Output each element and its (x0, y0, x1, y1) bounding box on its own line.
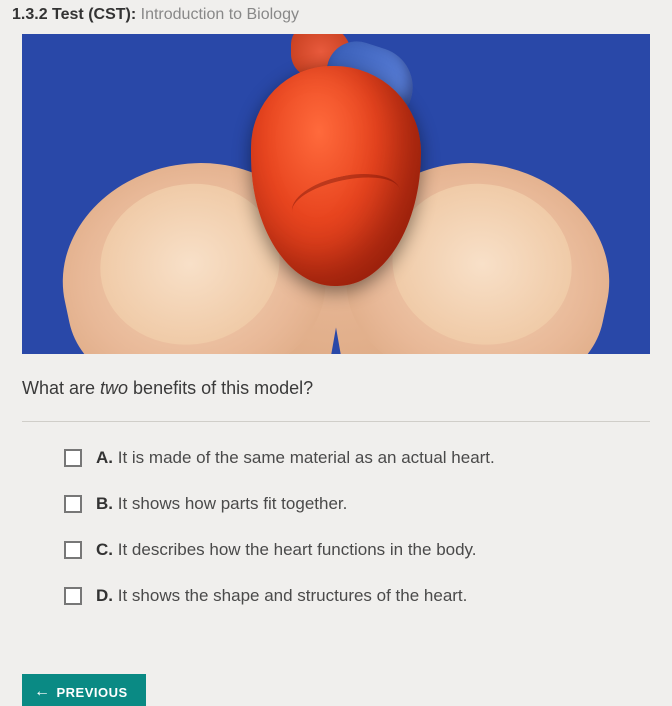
options-list: A. It is made of the same material as an… (0, 422, 672, 642)
section-number: 1.3.2 (12, 6, 48, 23)
checkbox-b[interactable] (64, 495, 82, 513)
previous-label: PREVIOUS (57, 685, 128, 700)
footer-nav: ← PREVIOUS (22, 674, 146, 706)
question-image (22, 34, 650, 354)
checkbox-a[interactable] (64, 449, 82, 467)
test-header: 1.3.2 Test (CST): Introduction to Biolog… (0, 0, 672, 30)
option-letter: A. (96, 448, 113, 467)
option-text: It shows how parts fit together. (118, 494, 348, 513)
test-label: Test (CST): (52, 6, 136, 23)
test-title: Introduction to Biology (141, 6, 299, 23)
question-prefix: What are (22, 378, 100, 398)
option-text: It describes how the heart functions in … (118, 540, 477, 559)
option-text: It shows the shape and structures of the… (118, 586, 468, 605)
checkbox-c[interactable] (64, 541, 82, 559)
option-a: A. It is made of the same material as an… (64, 448, 650, 468)
option-letter: C. (96, 540, 113, 559)
option-letter: B. (96, 494, 113, 513)
arrow-left-icon: ← (34, 684, 51, 700)
option-b: B. It shows how parts fit together. (64, 494, 650, 514)
previous-button[interactable]: ← PREVIOUS (22, 674, 146, 706)
option-c: C. It describes how the heart functions … (64, 540, 650, 560)
question-text: What are two benefits of this model? (0, 372, 672, 421)
checkbox-d[interactable] (64, 587, 82, 605)
question-emphasis: two (100, 378, 128, 398)
option-text: It is made of the same material as an ac… (118, 448, 495, 467)
option-letter: D. (96, 586, 113, 605)
heart-model (231, 34, 441, 316)
option-d: D. It shows the shape and structures of … (64, 586, 650, 606)
question-suffix: benefits of this model? (128, 378, 313, 398)
